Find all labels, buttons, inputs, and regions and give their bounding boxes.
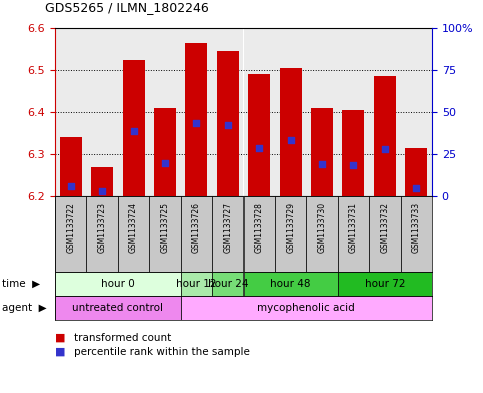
Text: hour 24: hour 24 — [208, 279, 248, 289]
Bar — [154, 108, 176, 196]
Bar — [275, 196, 306, 272]
Bar — [55, 28, 86, 196]
Point — [98, 188, 106, 194]
Text: GSM1133730: GSM1133730 — [317, 202, 327, 253]
Bar — [91, 167, 113, 196]
Point — [67, 182, 74, 189]
Bar — [181, 296, 432, 320]
Text: GSM1133727: GSM1133727 — [223, 202, 232, 253]
Text: transformed count: transformed count — [74, 333, 171, 343]
Point — [412, 185, 420, 191]
Point — [318, 160, 326, 167]
Text: hour 0: hour 0 — [101, 279, 135, 289]
Text: GSM1133725: GSM1133725 — [160, 202, 170, 253]
Bar — [149, 196, 181, 272]
Bar — [342, 110, 365, 196]
Bar — [306, 196, 338, 272]
Point — [381, 145, 389, 152]
Text: time  ▶: time ▶ — [2, 279, 40, 289]
Text: hour 12: hour 12 — [176, 279, 216, 289]
Bar — [118, 196, 149, 272]
Bar — [60, 137, 82, 196]
Bar — [243, 272, 338, 296]
Point — [256, 145, 263, 151]
Point — [161, 160, 169, 166]
Text: GSM1133732: GSM1133732 — [381, 202, 389, 253]
Text: untreated control: untreated control — [72, 303, 163, 313]
Bar — [400, 196, 432, 272]
Point — [287, 137, 295, 143]
Text: percentile rank within the sample: percentile rank within the sample — [74, 347, 250, 357]
Bar — [275, 28, 306, 196]
Text: hour 48: hour 48 — [270, 279, 311, 289]
Text: GSM1133722: GSM1133722 — [66, 202, 75, 253]
Bar — [55, 296, 181, 320]
Bar — [338, 272, 432, 296]
Bar — [185, 43, 207, 196]
Bar — [212, 196, 243, 272]
Bar — [243, 196, 275, 272]
Bar — [369, 196, 400, 272]
Text: GDS5265 / ILMN_1802246: GDS5265 / ILMN_1802246 — [45, 1, 209, 14]
Text: ■: ■ — [55, 347, 66, 357]
Bar — [338, 28, 369, 196]
Bar — [243, 28, 275, 196]
Text: ■: ■ — [55, 333, 66, 343]
Point — [129, 128, 137, 134]
Bar — [374, 76, 396, 196]
Text: mycophenolic acid: mycophenolic acid — [257, 303, 355, 313]
Bar — [248, 74, 270, 196]
Bar — [181, 272, 212, 296]
Text: GSM1133733: GSM1133733 — [412, 202, 421, 253]
Bar — [55, 196, 86, 272]
Text: hour 72: hour 72 — [365, 279, 405, 289]
Bar — [55, 272, 181, 296]
Bar — [212, 28, 243, 196]
Bar — [212, 272, 243, 296]
Bar — [86, 196, 118, 272]
Bar — [181, 196, 212, 272]
Bar — [217, 51, 239, 196]
Point — [224, 122, 232, 129]
Bar — [280, 68, 301, 196]
Bar — [118, 28, 149, 196]
Bar — [338, 196, 369, 272]
Bar — [369, 28, 400, 196]
Bar — [86, 28, 118, 196]
Text: agent  ▶: agent ▶ — [2, 303, 47, 313]
Bar — [311, 108, 333, 196]
Bar — [181, 28, 212, 196]
Text: GSM1133728: GSM1133728 — [255, 202, 264, 253]
Point — [193, 119, 200, 126]
Text: GSM1133726: GSM1133726 — [192, 202, 201, 253]
Text: GSM1133729: GSM1133729 — [286, 202, 295, 253]
Text: GSM1133731: GSM1133731 — [349, 202, 358, 253]
Bar — [306, 28, 338, 196]
Point — [350, 162, 357, 168]
Bar — [400, 28, 432, 196]
Bar — [123, 59, 144, 196]
Bar — [149, 28, 181, 196]
Bar — [405, 148, 427, 196]
Text: GSM1133724: GSM1133724 — [129, 202, 138, 253]
Text: GSM1133723: GSM1133723 — [98, 202, 107, 253]
